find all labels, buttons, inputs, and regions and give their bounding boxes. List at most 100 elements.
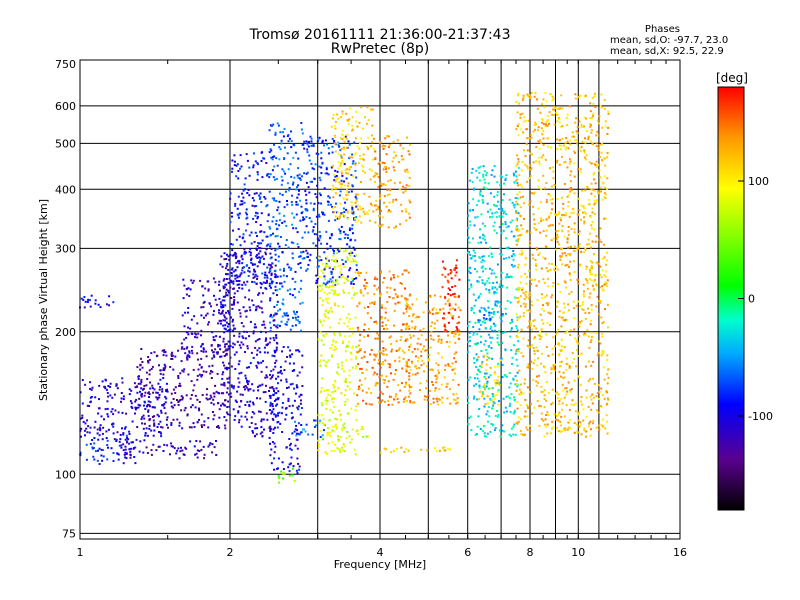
- echo-point: [354, 137, 357, 140]
- echo-point: [569, 252, 572, 255]
- echo-point: [570, 170, 573, 173]
- echo-point: [516, 348, 518, 351]
- echo-point: [295, 424, 298, 427]
- echo-point: [340, 268, 343, 271]
- echo-point: [366, 292, 369, 295]
- echo-point: [217, 345, 220, 348]
- echo-point: [238, 344, 241, 347]
- echo-point: [341, 427, 344, 430]
- echo-point: [477, 415, 480, 418]
- echo-point: [150, 453, 153, 456]
- echo-point: [406, 304, 409, 307]
- echo-point: [505, 410, 508, 413]
- echo-point: [269, 269, 272, 272]
- echo-point: [602, 352, 605, 355]
- echo-point: [148, 358, 151, 361]
- echo-point: [336, 279, 339, 282]
- echo-point: [584, 247, 587, 250]
- echo-point: [200, 424, 203, 427]
- echo-point: [549, 194, 552, 197]
- echo-point: [337, 366, 340, 369]
- echo-point: [333, 187, 336, 190]
- echo-point: [225, 288, 228, 291]
- echo-point: [573, 245, 576, 248]
- echo-point: [544, 371, 547, 374]
- echo-point: [598, 398, 601, 400]
- echo-point: [519, 116, 522, 119]
- echo-point: [351, 428, 354, 431]
- echo-point: [205, 397, 208, 400]
- echo-point: [400, 203, 403, 206]
- echo-point: [341, 259, 344, 261]
- echo-point: [362, 165, 365, 168]
- echo-point: [279, 366, 282, 369]
- echo-point: [479, 194, 482, 197]
- echo-point: [228, 405, 231, 408]
- echo-point: [313, 177, 316, 180]
- echo-point: [244, 283, 247, 286]
- echo-point: [319, 331, 322, 334]
- echo-point: [390, 343, 392, 345]
- echo-point: [316, 233, 318, 236]
- echo-point: [542, 278, 545, 281]
- echo-point: [287, 400, 290, 402]
- echo-point: [466, 324, 469, 327]
- echo-point: [269, 401, 272, 404]
- echo-point: [408, 345, 411, 348]
- echo-point: [501, 429, 504, 432]
- echo-point: [404, 396, 407, 399]
- echo-point: [423, 370, 426, 373]
- echo-point: [188, 356, 191, 359]
- echo-point: [253, 205, 256, 208]
- echo-point: [271, 354, 274, 357]
- echo-point: [485, 372, 488, 375]
- echo-point: [388, 209, 390, 212]
- echo-point: [298, 433, 301, 436]
- echo-point: [158, 364, 160, 367]
- echo-point: [579, 383, 582, 386]
- echo-point: [203, 457, 206, 460]
- echo-point: [544, 425, 547, 428]
- echo-point: [540, 118, 543, 121]
- echo-point: [478, 397, 481, 400]
- echo-point: [274, 258, 277, 261]
- echo-point: [251, 204, 254, 207]
- echo-point: [537, 179, 540, 182]
- echo-point: [261, 323, 264, 326]
- echo-point: [131, 420, 134, 423]
- echo-point: [103, 385, 106, 388]
- echo-point: [338, 181, 341, 184]
- echo-point: [601, 322, 604, 325]
- echo-point: [600, 387, 603, 390]
- echo-point: [346, 210, 349, 213]
- echo-point: [551, 208, 553, 211]
- echo-point: [484, 327, 487, 329]
- echo-point: [368, 403, 371, 406]
- echo-point: [497, 375, 500, 378]
- echo-point: [430, 325, 433, 328]
- echo-point: [318, 446, 321, 448]
- echo-point: [123, 453, 126, 456]
- echo-point: [348, 166, 351, 169]
- echo-point: [506, 275, 508, 278]
- echo-point: [343, 163, 346, 166]
- echo-point: [550, 185, 553, 188]
- echo-point: [101, 432, 104, 435]
- echo-point: [577, 355, 580, 357]
- echo-point: [351, 128, 354, 131]
- echo-point: [149, 387, 152, 390]
- echo-point: [482, 237, 485, 240]
- echo-point: [495, 281, 498, 284]
- echo-point: [277, 475, 280, 478]
- echo-point: [260, 212, 263, 215]
- echo-point: [291, 474, 294, 477]
- echo-point: [221, 377, 224, 380]
- echo-point: [552, 98, 555, 101]
- echo-point: [97, 412, 100, 415]
- echo-point: [366, 435, 369, 438]
- echo-point: [193, 426, 196, 428]
- echo-point: [203, 453, 206, 456]
- echo-point: [140, 348, 143, 350]
- echo-point: [292, 227, 295, 230]
- echo-point: [392, 378, 395, 381]
